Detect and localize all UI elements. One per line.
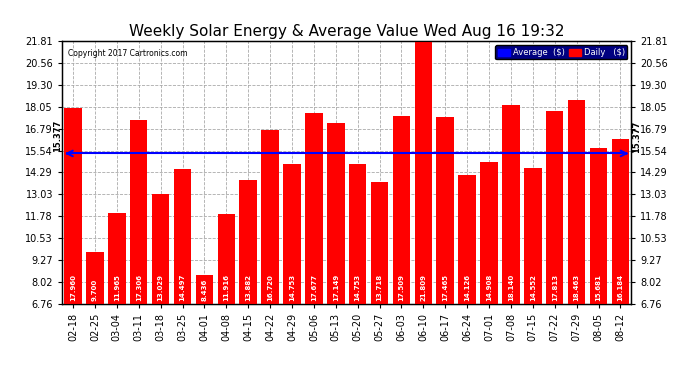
Text: 17.465: 17.465 (442, 274, 448, 301)
Text: 14.753: 14.753 (355, 274, 361, 301)
Bar (437, 117, 454, 304)
Text: 9.700: 9.700 (92, 279, 98, 301)
Bar (152, 194, 169, 304)
Text: 13.718: 13.718 (377, 274, 382, 301)
Bar (590, 148, 607, 304)
Bar (371, 182, 388, 304)
Text: 14.552: 14.552 (530, 274, 536, 301)
Text: Copyright 2017 Cartronics.com: Copyright 2017 Cartronics.com (68, 49, 187, 58)
Text: 13.882: 13.882 (245, 274, 251, 301)
Bar (217, 214, 235, 304)
Bar (546, 111, 564, 304)
Text: 11.916: 11.916 (224, 274, 229, 301)
Bar (611, 140, 629, 304)
Bar (415, 41, 432, 304)
Text: 15.681: 15.681 (595, 274, 602, 301)
Text: 8.436: 8.436 (201, 279, 208, 301)
Bar (108, 213, 126, 304)
Bar (174, 169, 191, 304)
Text: 17.960: 17.960 (70, 274, 76, 301)
Legend: Average  ($), Daily   ($): Average ($), Daily ($) (495, 45, 627, 59)
Title: Weekly Solar Energy & Average Value Wed Aug 16 19:32: Weekly Solar Energy & Average Value Wed … (129, 24, 564, 39)
Bar (283, 164, 301, 304)
Bar (458, 175, 476, 304)
Bar (262, 130, 279, 304)
Text: 16.184: 16.184 (618, 274, 623, 301)
Text: 21.809: 21.809 (420, 274, 426, 301)
Bar (568, 100, 585, 304)
Bar (393, 116, 411, 304)
Bar (480, 162, 497, 304)
Text: 14.126: 14.126 (464, 274, 470, 301)
Bar (502, 105, 520, 304)
Bar (524, 168, 542, 304)
Bar (305, 113, 323, 304)
Text: 14.497: 14.497 (179, 274, 186, 301)
Text: 17.813: 17.813 (552, 274, 558, 301)
Text: 14.908: 14.908 (486, 274, 492, 301)
Bar (239, 180, 257, 304)
Bar (349, 164, 366, 304)
Text: 17.306: 17.306 (136, 274, 141, 301)
Text: 17.509: 17.509 (398, 274, 404, 301)
Text: 11.965: 11.965 (114, 274, 120, 301)
Text: 17.149: 17.149 (333, 274, 339, 301)
Bar (130, 120, 148, 304)
Bar (64, 108, 82, 304)
Text: 17.677: 17.677 (311, 274, 317, 301)
Bar (86, 252, 104, 304)
Text: 15.377: 15.377 (53, 120, 62, 152)
Text: 16.720: 16.720 (267, 274, 273, 301)
Text: 15.377: 15.377 (633, 121, 642, 153)
Text: 14.753: 14.753 (289, 274, 295, 301)
Bar (196, 274, 213, 304)
Text: 13.029: 13.029 (157, 274, 164, 301)
Text: 18.463: 18.463 (573, 274, 580, 301)
Bar (327, 123, 344, 304)
Text: 18.140: 18.140 (508, 274, 514, 301)
